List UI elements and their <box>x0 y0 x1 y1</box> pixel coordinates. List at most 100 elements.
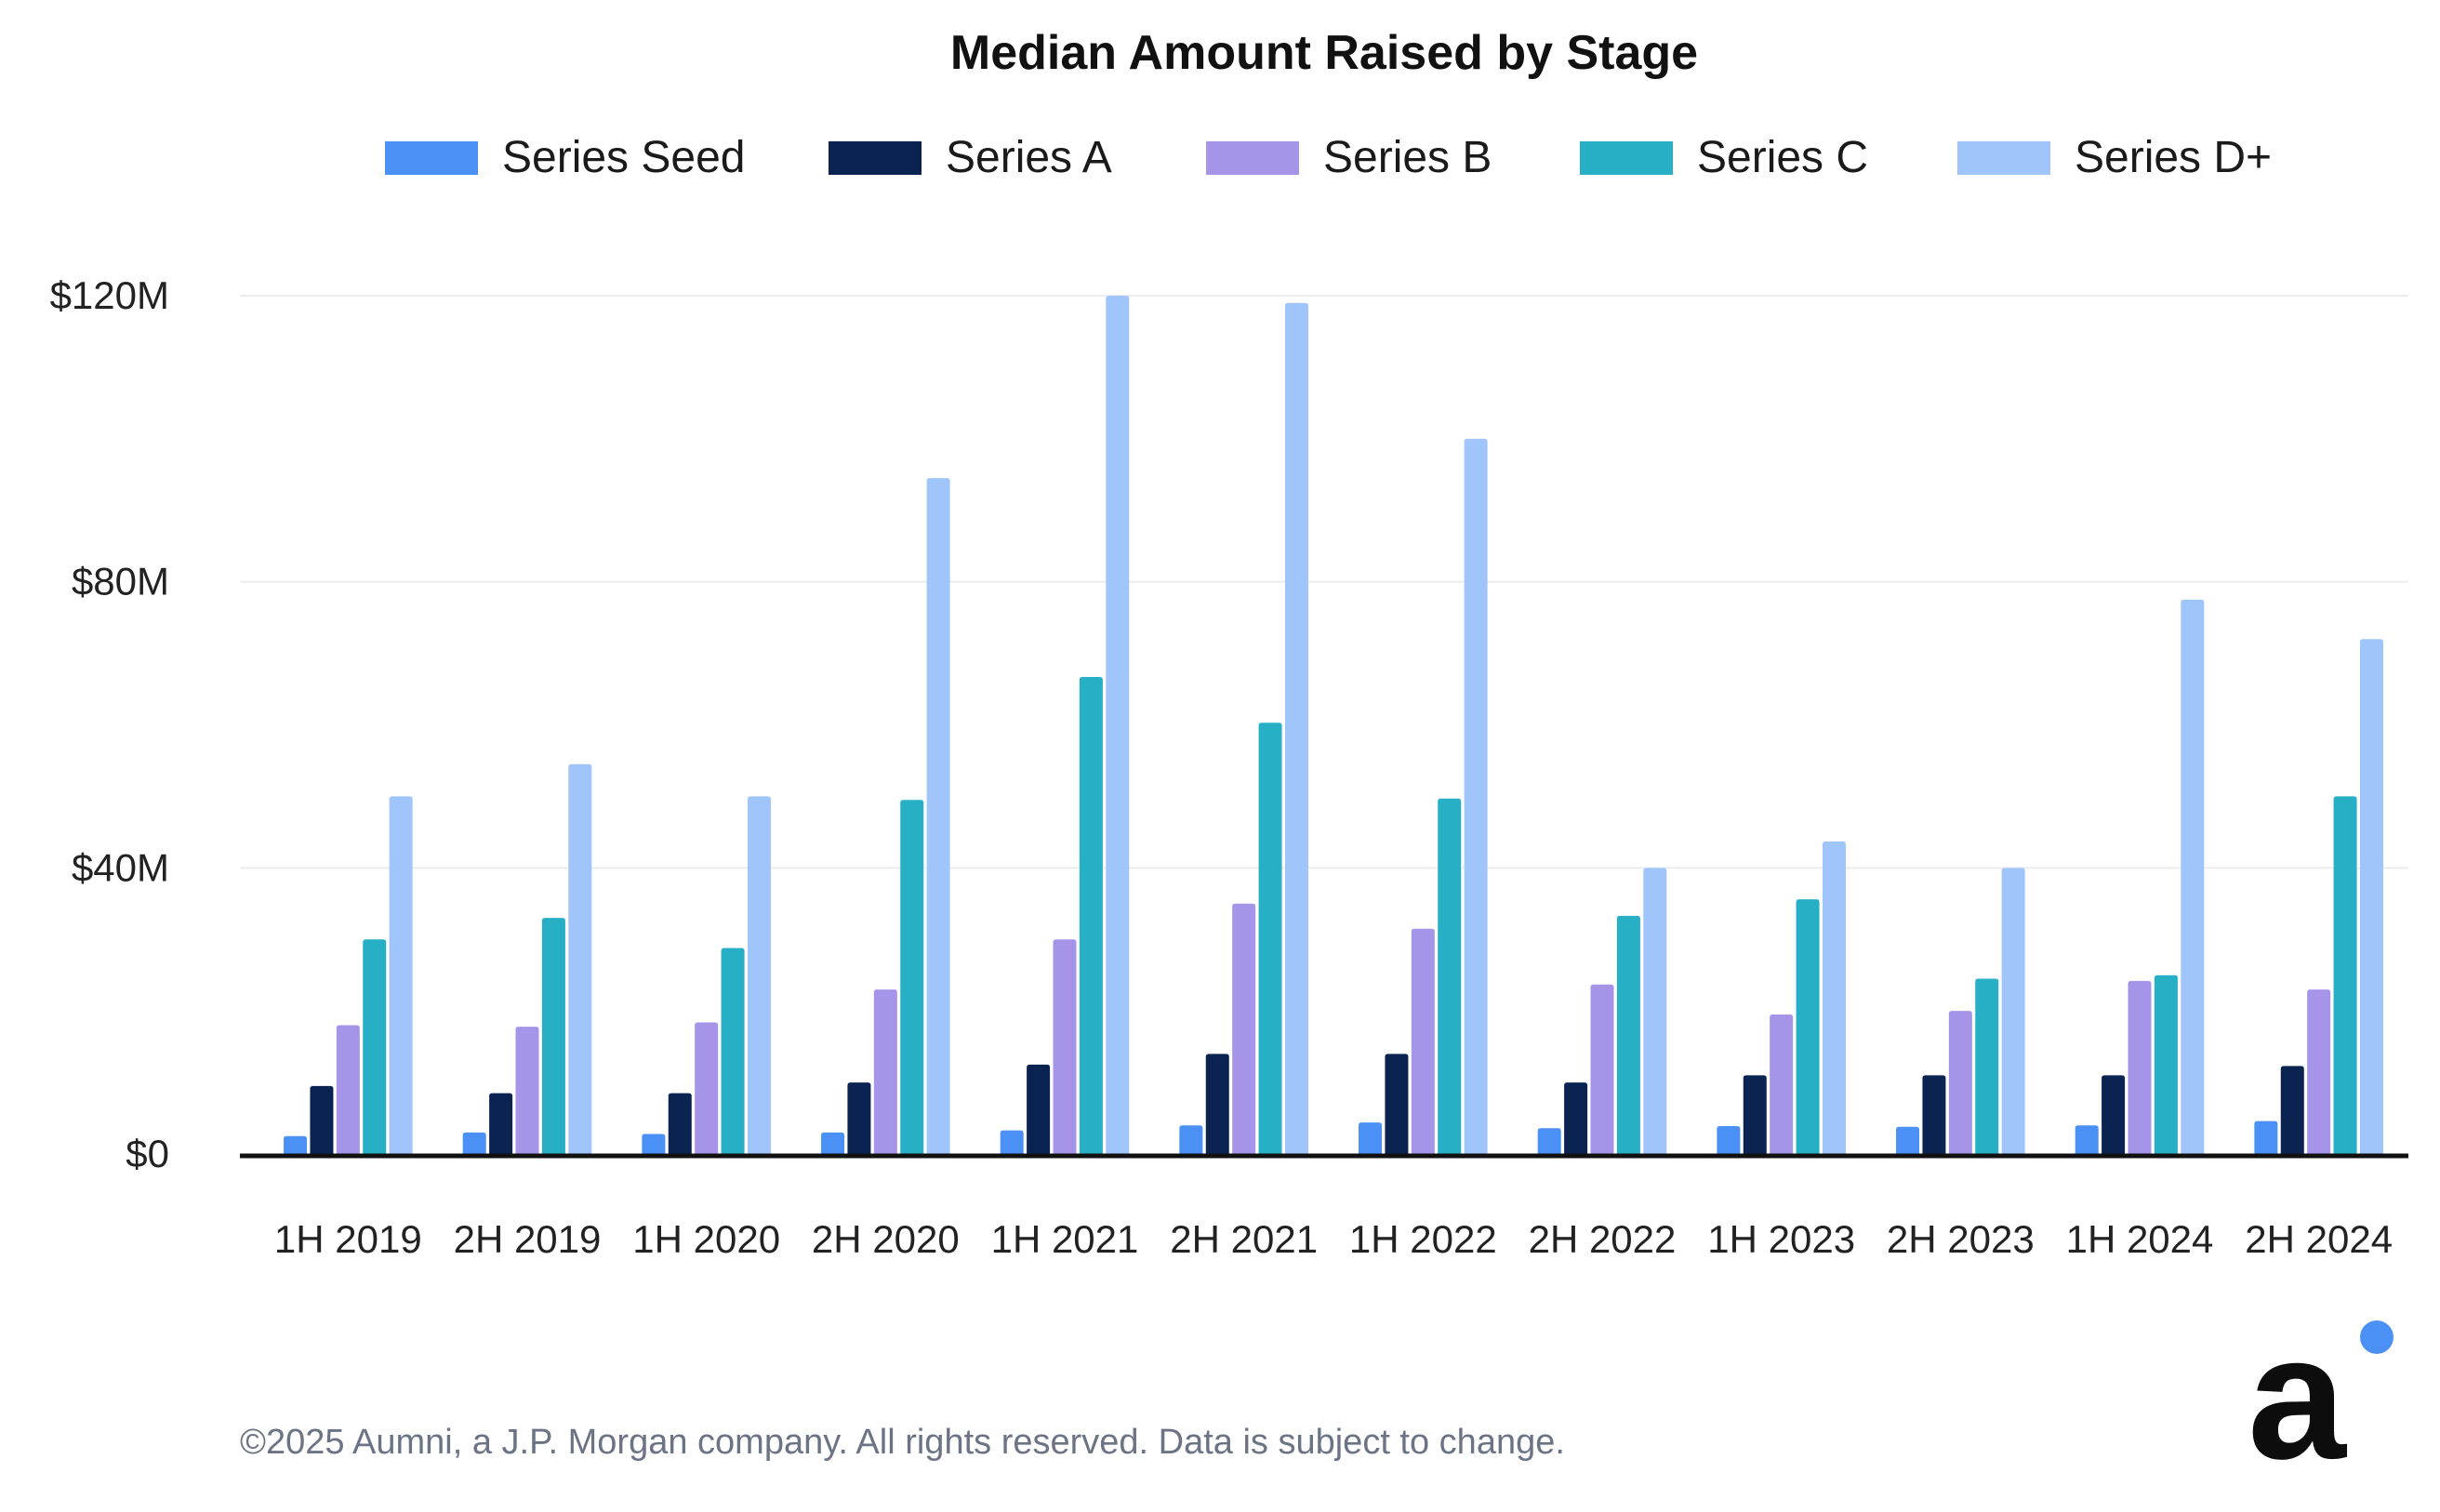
bar-group-1h-2024 <box>2075 599 2205 1154</box>
bar-series-a-1h-2024 <box>2102 1075 2126 1154</box>
y-tick-label-80: $80M <box>72 560 169 603</box>
bar-series-d-2h-2021 <box>1284 302 1308 1155</box>
bar-series-d-1h-2022 <box>1464 438 1488 1154</box>
bar-series-d-1h-2021 <box>1106 296 1130 1154</box>
x-tick-label-2h-2020: 2H 2020 <box>812 1217 960 1261</box>
bar-series-a-1h-2019 <box>310 1085 334 1154</box>
legend-label-series-seed: Series Seed <box>502 133 746 182</box>
legend: Series Seed Series A Series B Series C Serie… <box>385 133 2272 182</box>
bar-series-b-1h-2022 <box>1411 928 1435 1154</box>
bar-series-c-2h-2022 <box>1616 915 1640 1154</box>
bar-group-2h-2019 <box>462 763 592 1154</box>
bar-series-seed-1h-2020 <box>642 1134 666 1154</box>
bar-series-seed-1h-2019 <box>284 1135 308 1154</box>
y-axis: $0 $40M $80M $120M <box>50 273 169 1175</box>
bar-group-2h-2021 <box>1179 302 1308 1155</box>
logo-accent-dot <box>2360 1320 2394 1354</box>
bar-series-seed-1h-2024 <box>2075 1125 2099 1154</box>
bar-group-1h-2023 <box>1717 841 1846 1154</box>
bar-series-seed-1h-2021 <box>1000 1130 1024 1154</box>
bar-series-a-1h-2021 <box>1027 1064 1051 1154</box>
bar-series-seed-2h-2020 <box>821 1132 845 1154</box>
bar-series-b-1h-2021 <box>1053 939 1077 1154</box>
legend-swatch-series-b <box>1206 141 1299 175</box>
bar-series-b-1h-2023 <box>1770 1015 1794 1154</box>
bar-series-c-1h-2024 <box>2154 975 2178 1154</box>
bar-series-c-1h-2021 <box>1079 676 1103 1154</box>
legend-item-series-c: Series C <box>1580 133 1868 182</box>
chart-title: Median Amount Raised by Stage <box>950 26 1698 80</box>
grid-lines <box>240 295 2408 869</box>
bar-series-seed-2h-2022 <box>1537 1128 1561 1154</box>
bar-series-a-2h-2020 <box>847 1082 871 1154</box>
legend-label-series-b: Series B <box>1323 133 1492 182</box>
bar-series-a-2h-2019 <box>489 1093 513 1154</box>
bar-series-d-1h-2024 <box>2181 599 2205 1154</box>
bar-series-seed-1h-2022 <box>1359 1122 1383 1154</box>
y-tick-label-0: $0 <box>126 1132 169 1175</box>
bar-series-d-2h-2023 <box>2001 868 2025 1154</box>
bar-series-d-1h-2023 <box>1822 841 1846 1154</box>
x-tick-label-2h-2022: 2H 2022 <box>1529 1217 1677 1261</box>
bar-series-a-2h-2021 <box>1205 1054 1229 1154</box>
y-tick-label-40: $40M <box>72 845 169 889</box>
bar-series-b-1h-2020 <box>695 1022 719 1154</box>
bar-series-c-1h-2019 <box>363 939 387 1154</box>
bar-group-2h-2022 <box>1537 868 1667 1154</box>
bar-group-1h-2020 <box>642 796 771 1154</box>
bar-series-seed-2h-2019 <box>462 1132 486 1154</box>
bar-group-1h-2022 <box>1359 438 1488 1154</box>
bar-group-1h-2019 <box>284 796 413 1154</box>
bar-series-d-2h-2020 <box>926 478 950 1154</box>
bar-series-b-2h-2023 <box>1948 1011 1972 1154</box>
bar-series-d-2h-2024 <box>2359 639 2383 1154</box>
x-tick-label-1h-2021: 1H 2021 <box>991 1217 1139 1261</box>
legend-swatch-series-d <box>1957 141 2050 175</box>
bar-group-2h-2020 <box>821 478 950 1154</box>
aumni-logo: a <box>2248 1299 2394 1496</box>
bar-series-d-1h-2020 <box>747 796 771 1154</box>
bar-series-seed-2h-2021 <box>1179 1125 1203 1154</box>
legend-swatch-series-c <box>1580 141 1673 175</box>
bar-series-seed-1h-2023 <box>1717 1126 1741 1154</box>
bar-series-c-2h-2024 <box>2333 796 2357 1154</box>
legend-swatch-series-seed <box>385 141 478 175</box>
x-tick-label-2h-2021: 2H 2021 <box>1170 1217 1318 1261</box>
legend-item-series-b: Series B <box>1206 133 1492 182</box>
bar-series-c-1h-2022 <box>1438 798 1462 1154</box>
bar-series-b-1h-2019 <box>336 1025 360 1154</box>
legend-label-series-d: Series D+ <box>2075 133 2272 182</box>
x-tick-label-2h-2024: 2H 2024 <box>2245 1217 2393 1261</box>
bar-series-c-2h-2019 <box>541 918 565 1154</box>
logo-glyph: a <box>2248 1299 2347 1496</box>
bar-group-2h-2024 <box>2254 639 2383 1154</box>
bar-series-b-2h-2021 <box>1232 903 1256 1154</box>
copyright-footer: ©2025 Aumni, a J.P. Morgan company. All … <box>240 1423 1565 1462</box>
bar-series-a-1h-2020 <box>668 1093 692 1154</box>
x-tick-label-1h-2022: 1H 2022 <box>1349 1217 1497 1261</box>
bar-series-a-1h-2022 <box>1385 1054 1409 1154</box>
bar-series-b-2h-2020 <box>873 989 897 1154</box>
x-axis: 1H 2019 2H 2019 1H 2020 2H 2020 1H 2021 2H 20… <box>240 1153 2408 1261</box>
x-tick-label-1h-2019: 1H 2019 <box>274 1217 422 1261</box>
legend-item-series-a: Series A <box>829 133 1112 182</box>
bar-series-d-2h-2019 <box>568 763 592 1154</box>
bar-series-d-2h-2022 <box>1643 868 1667 1154</box>
bars <box>284 296 2383 1155</box>
legend-item-series-d: Series D+ <box>1957 133 2272 182</box>
bar-group-2h-2023 <box>1896 868 2025 1154</box>
bar-series-a-2h-2023 <box>1922 1075 1946 1154</box>
bar-series-seed-2h-2024 <box>2254 1121 2278 1154</box>
bar-series-a-1h-2023 <box>1743 1075 1767 1154</box>
bar-series-a-2h-2022 <box>1564 1082 1588 1154</box>
bar-series-c-2h-2023 <box>1975 978 1999 1154</box>
bar-series-b-2h-2024 <box>2307 989 2331 1154</box>
bar-series-c-1h-2023 <box>1796 899 1820 1154</box>
bar-series-c-2h-2020 <box>900 800 924 1154</box>
bar-series-seed-2h-2023 <box>1896 1126 1920 1154</box>
x-tick-label-1h-2020: 1H 2020 <box>632 1217 780 1261</box>
bar-series-c-1h-2020 <box>721 948 745 1154</box>
bar-group-1h-2021 <box>1000 296 1130 1154</box>
